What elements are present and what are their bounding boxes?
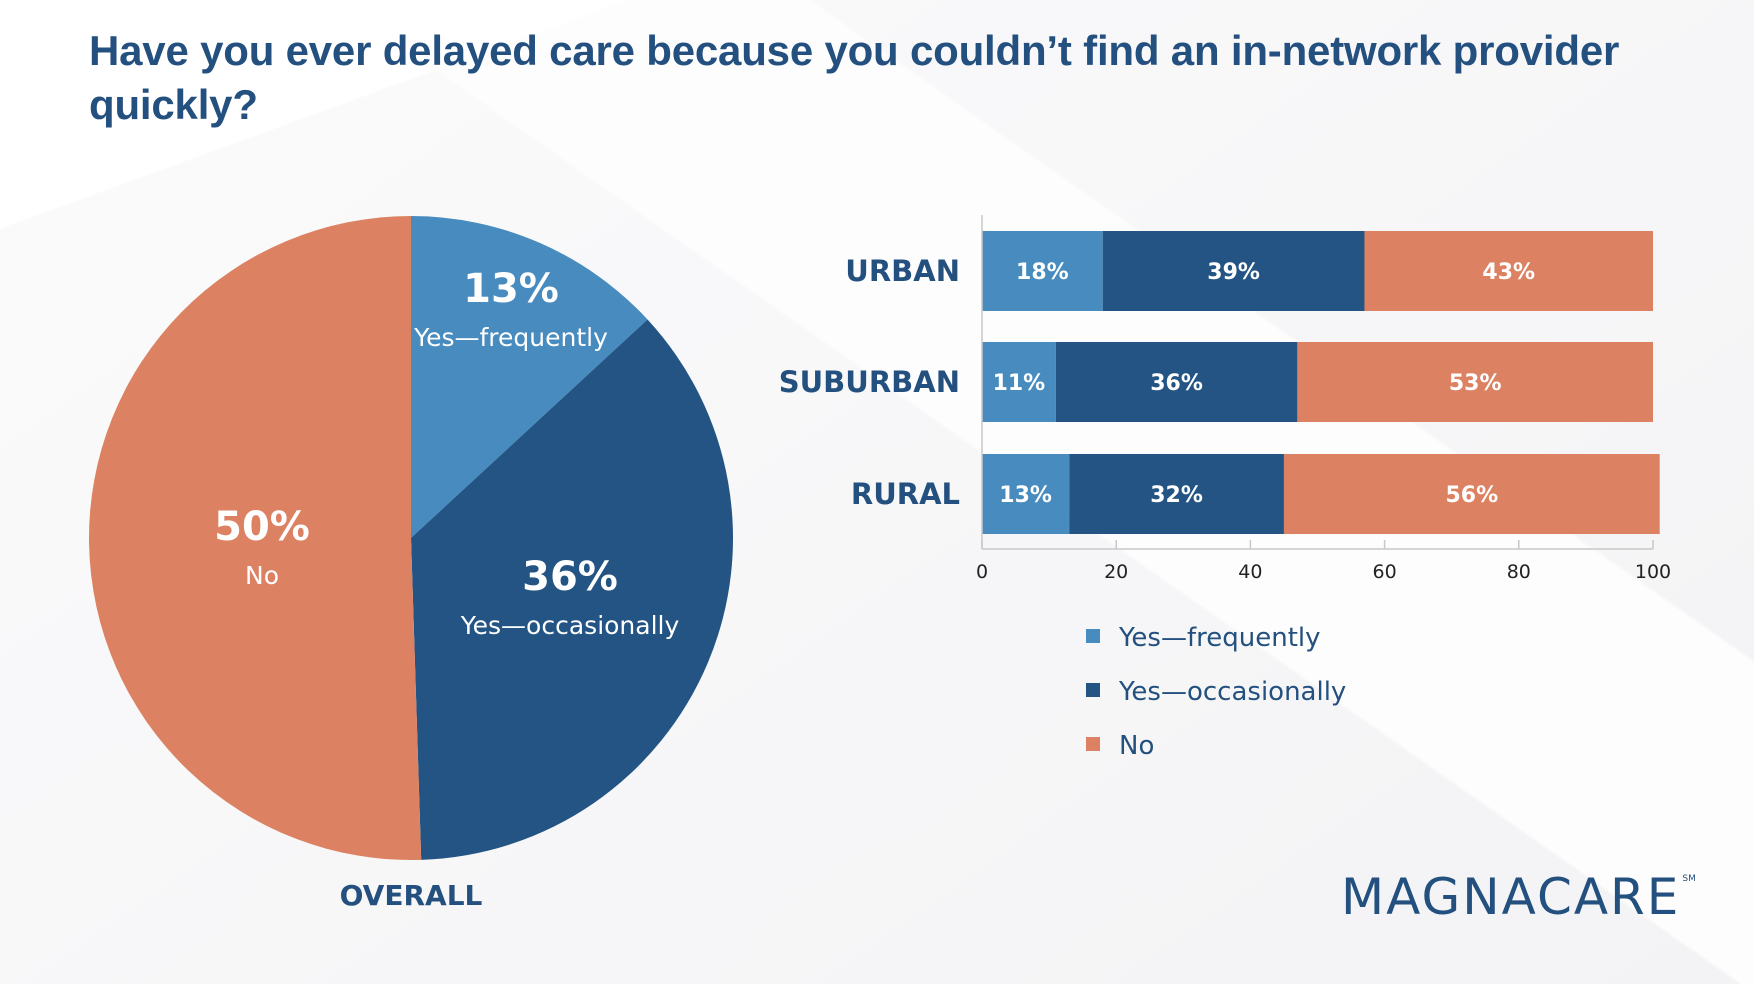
pie-slice-no bbox=[89, 216, 422, 860]
pie-caption: OVERALL bbox=[340, 879, 483, 912]
x-tick-label: 80 bbox=[1507, 561, 1531, 583]
legend-label: No bbox=[1119, 731, 1154, 761]
pie-chart: 13% Yes—frequently 36% Yes—occasionally 50% N… bbox=[89, 216, 733, 860]
bar-segment-yes-frequently bbox=[982, 342, 1056, 422]
x-tick-label: 20 bbox=[1104, 561, 1128, 583]
pie-value-label: 36% bbox=[522, 554, 618, 600]
pie-slice-yes-occasionally bbox=[411, 319, 733, 860]
bar-data-label: 32% bbox=[1150, 483, 1203, 508]
pie-value-label: 50% bbox=[214, 504, 310, 550]
bar-data-label: 36% bbox=[1150, 371, 1203, 396]
bar-segment-yes-occasionally bbox=[1069, 454, 1284, 534]
bar-segment-yes-frequently bbox=[982, 231, 1103, 311]
legend: Yes—frequently Yes—occasionally No bbox=[1086, 623, 1346, 761]
pie-category-label: Yes—occasionally bbox=[460, 611, 680, 640]
service-mark: SM bbox=[1682, 874, 1696, 884]
pie-slice-yes-frequently bbox=[411, 216, 648, 538]
bar-data-label: 53% bbox=[1449, 371, 1502, 396]
bar-segment-no bbox=[1297, 342, 1653, 422]
bar-data-label: 43% bbox=[1482, 260, 1535, 285]
legend-swatch-yes-frequently bbox=[1086, 629, 1100, 643]
legend-swatch-yes-occasionally bbox=[1086, 683, 1100, 697]
logo-text: MAGNACARE bbox=[1341, 868, 1681, 926]
category-label: URBAN bbox=[845, 254, 960, 288]
pie-category-label: Yes—frequently bbox=[413, 323, 608, 352]
bar-segment-yes-occasionally bbox=[1055, 342, 1298, 422]
x-tick-label: 0 bbox=[976, 561, 988, 583]
pie-category-label: No bbox=[245, 561, 279, 590]
bar-data-label: 18% bbox=[1016, 260, 1069, 285]
bar-segment-no bbox=[1283, 454, 1660, 534]
bar-data-label: 13% bbox=[999, 483, 1052, 508]
stacked-bar-chart: 18% 39% 43% URBAN 11% 36% 53% SUBURBAN 13% 32% 56%… bbox=[779, 215, 1671, 583]
bar-segment-yes-frequently bbox=[982, 454, 1070, 534]
x-tick-label: 40 bbox=[1238, 561, 1262, 583]
bar-data-label: 11% bbox=[993, 371, 1046, 396]
category-label: RURAL bbox=[851, 477, 960, 511]
bar-data-label: 39% bbox=[1207, 260, 1260, 285]
magnacare-logo: MAGNACARE SM bbox=[1341, 868, 1696, 926]
legend-label: Yes—occasionally bbox=[1118, 677, 1346, 707]
x-tick-label: 60 bbox=[1373, 561, 1397, 583]
pie-value-label: 13% bbox=[463, 266, 559, 312]
legend-label: Yes—frequently bbox=[1118, 623, 1321, 653]
legend-swatch-no bbox=[1086, 737, 1100, 751]
bar-data-label: 56% bbox=[1445, 483, 1498, 508]
bar-segment-no bbox=[1364, 231, 1653, 311]
bar-segment-yes-occasionally bbox=[1102, 231, 1365, 311]
category-label: SUBURBAN bbox=[779, 365, 960, 399]
page-title: Have you ever delayed care because you c… bbox=[89, 27, 1620, 128]
x-tick-label: 100 bbox=[1635, 561, 1671, 583]
